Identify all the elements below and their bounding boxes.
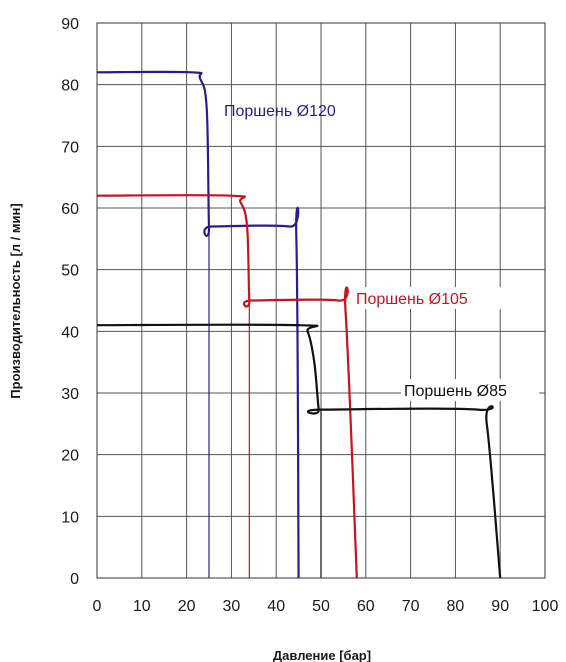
plot-border xyxy=(96,22,546,579)
x-tick-label: 100 xyxy=(532,598,559,615)
y-tick-label: 20 xyxy=(61,448,79,465)
x-tick-label: 90 xyxy=(491,598,509,615)
series-label-piston-120: Поршень Ø120 xyxy=(224,103,336,120)
series-label-bg-piston-85 xyxy=(401,379,539,401)
series-group xyxy=(96,70,502,579)
y-tick-label: 70 xyxy=(61,139,79,156)
y-tick-label: 80 xyxy=(61,78,79,95)
series-label-piston-85: Поршень Ø85 xyxy=(404,383,507,400)
tick-labels: 0 10 20 30 40 50 60 70 80 90 100 0 10 20 30 40 50 60 70 80 9… xyxy=(61,16,558,615)
y-tick-label: 60 xyxy=(61,201,79,218)
x-tick-label: 50 xyxy=(312,598,330,615)
series-line-1 xyxy=(96,194,358,579)
y-tick-label: 50 xyxy=(61,263,79,280)
series-label-bg-piston-105 xyxy=(352,287,502,309)
y-tick-label: 40 xyxy=(61,324,79,341)
x-tick-label: 80 xyxy=(447,598,465,615)
x-axis-title: Давление [бар] xyxy=(273,648,371,662)
x-tick-label: 0 xyxy=(93,598,102,615)
x-tick-label: 60 xyxy=(357,598,375,615)
y-tick-label: 10 xyxy=(61,509,79,526)
plot-frame xyxy=(96,22,546,579)
series-line-0 xyxy=(96,70,300,579)
x-tick-label: 40 xyxy=(267,598,285,615)
x-tick-label: 70 xyxy=(402,598,420,615)
series-label-piston-105: Поршень Ø105 xyxy=(356,291,468,308)
y-axis-title: Производительность [л / мин] xyxy=(8,203,23,398)
y-tick-label: 30 xyxy=(61,386,79,403)
y-tick-label: 90 xyxy=(61,16,79,33)
x-tick-label: 10 xyxy=(133,598,151,615)
x-tick-label: 20 xyxy=(178,598,196,615)
y-tick-label: 0 xyxy=(70,571,79,588)
series-line-2 xyxy=(96,323,502,579)
x-tick-label: 30 xyxy=(223,598,241,615)
